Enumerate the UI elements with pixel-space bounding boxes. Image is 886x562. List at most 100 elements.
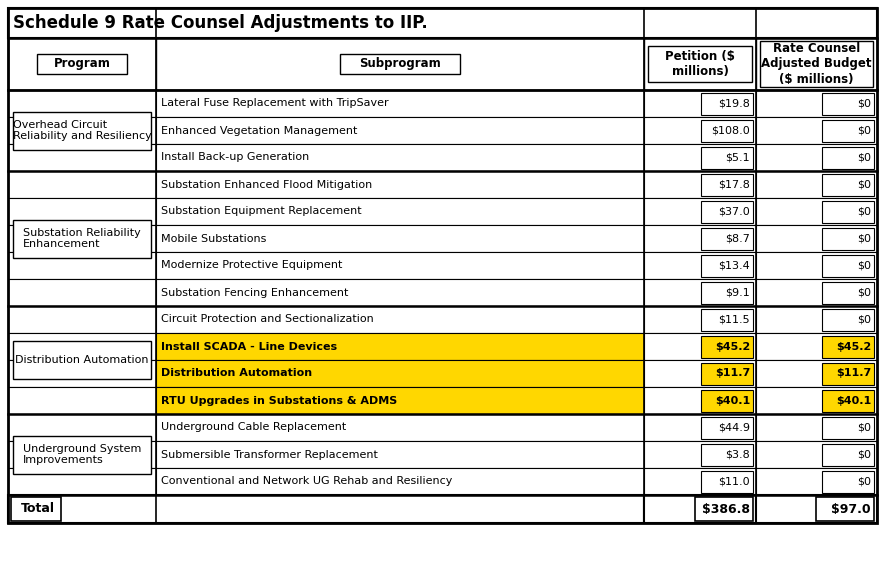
Bar <box>821 255 873 277</box>
Bar <box>8 333 156 360</box>
Bar <box>700 282 752 303</box>
Text: Rate Counsel
Adjusted Budget
($ millions): Rate Counsel Adjusted Budget ($ millions… <box>760 43 871 85</box>
Bar <box>700 201 752 223</box>
Text: $45.2: $45.2 <box>714 342 750 351</box>
Bar <box>643 38 755 90</box>
Bar <box>156 387 643 414</box>
Text: $11.7: $11.7 <box>835 369 870 378</box>
Bar <box>156 360 643 387</box>
Bar <box>8 90 156 117</box>
Bar <box>13 436 151 474</box>
Bar <box>156 144 643 171</box>
Bar <box>755 414 876 441</box>
Bar <box>8 252 156 279</box>
Text: $44.9: $44.9 <box>717 423 750 433</box>
Text: $0: $0 <box>856 179 870 189</box>
Bar <box>821 201 873 223</box>
Text: Install Back-up Generation: Install Back-up Generation <box>161 152 309 162</box>
Bar <box>156 414 643 441</box>
Bar <box>821 470 873 492</box>
Bar <box>156 252 643 279</box>
Bar <box>156 441 643 468</box>
Text: $0: $0 <box>856 315 870 324</box>
Text: RTU Upgrades in Substations & ADMS: RTU Upgrades in Substations & ADMS <box>161 396 397 406</box>
Bar <box>755 144 876 171</box>
Text: Substation Reliability
Enhancement: Substation Reliability Enhancement <box>23 228 141 250</box>
Text: Conventional and Network UG Rehab and Resiliency: Conventional and Network UG Rehab and Re… <box>161 477 452 487</box>
Bar <box>700 228 752 250</box>
Text: $386.8: $386.8 <box>701 502 750 515</box>
Text: $108.0: $108.0 <box>711 125 750 135</box>
Bar <box>700 470 752 492</box>
Bar <box>8 441 156 468</box>
Text: $11.7: $11.7 <box>714 369 750 378</box>
Bar <box>643 117 755 144</box>
Text: Program: Program <box>53 57 111 70</box>
Bar <box>643 306 755 333</box>
Text: Substation Equipment Replacement: Substation Equipment Replacement <box>161 206 361 216</box>
Text: Substation Fencing Enhancement: Substation Fencing Enhancement <box>161 288 348 297</box>
Bar <box>643 198 755 225</box>
Text: $11.0: $11.0 <box>718 477 750 487</box>
Bar <box>643 333 755 360</box>
Bar <box>8 387 156 414</box>
Text: Total: Total <box>21 502 55 515</box>
Text: $0: $0 <box>856 98 870 108</box>
Text: $3.8: $3.8 <box>725 450 750 460</box>
Bar <box>821 416 873 438</box>
Bar <box>700 443 752 465</box>
Text: $0: $0 <box>856 206 870 216</box>
Bar <box>759 41 872 87</box>
Bar <box>821 443 873 465</box>
Bar <box>156 306 643 333</box>
Bar <box>37 54 127 74</box>
Bar <box>821 174 873 196</box>
Bar <box>755 252 876 279</box>
Text: Overhead Circuit
Reliability and Resiliency: Overhead Circuit Reliability and Resilie… <box>12 120 152 141</box>
Bar <box>755 306 876 333</box>
Bar <box>8 117 156 144</box>
Text: $0: $0 <box>856 423 870 433</box>
Bar <box>8 144 156 171</box>
Bar <box>643 90 755 117</box>
Bar <box>755 90 876 117</box>
Text: Subprogram: Subprogram <box>359 57 440 70</box>
Bar <box>8 225 156 252</box>
Bar <box>156 333 643 360</box>
Bar <box>755 387 876 414</box>
Bar <box>156 198 643 225</box>
Text: $19.8: $19.8 <box>718 98 750 108</box>
Bar <box>8 38 156 90</box>
Text: Petition ($
millions): Petition ($ millions) <box>664 50 734 78</box>
Text: $40.1: $40.1 <box>714 396 750 406</box>
Bar <box>755 468 876 495</box>
Bar <box>755 117 876 144</box>
Bar <box>643 360 755 387</box>
Bar <box>156 225 643 252</box>
Bar <box>755 333 876 360</box>
Text: Enhanced Vegetation Management: Enhanced Vegetation Management <box>161 125 357 135</box>
Bar <box>821 389 873 411</box>
Text: Underground Cable Replacement: Underground Cable Replacement <box>161 423 346 433</box>
Text: Distribution Automation: Distribution Automation <box>161 369 312 378</box>
Text: Submersible Transformer Replacement: Submersible Transformer Replacement <box>161 450 377 460</box>
Bar <box>13 111 151 149</box>
Bar <box>821 93 873 115</box>
Bar <box>8 306 156 333</box>
Bar <box>8 279 156 306</box>
Text: Underground System
Improvements: Underground System Improvements <box>23 444 141 465</box>
Bar <box>156 38 643 90</box>
Bar <box>700 255 752 277</box>
Text: $13.4: $13.4 <box>718 261 750 270</box>
Bar <box>821 120 873 142</box>
Bar <box>8 360 156 387</box>
Bar <box>821 228 873 250</box>
Bar <box>643 144 755 171</box>
Bar <box>695 497 752 521</box>
Bar <box>755 441 876 468</box>
Bar <box>755 360 876 387</box>
Bar <box>648 46 751 82</box>
Text: $37.0: $37.0 <box>718 206 750 216</box>
Bar <box>11 497 61 521</box>
Bar <box>700 389 752 411</box>
